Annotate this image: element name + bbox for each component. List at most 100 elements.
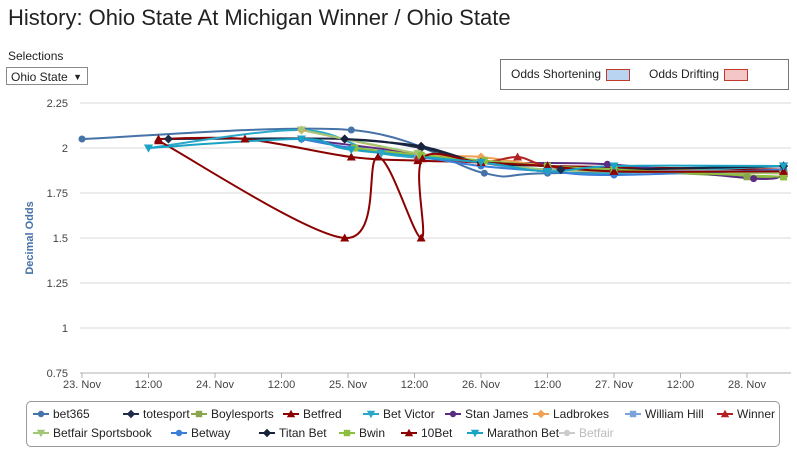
legend-item-bwin[interactable]: Bwin: [339, 426, 385, 440]
legend-label: Betfair Sportsbook: [53, 426, 152, 440]
y-tick-label: 2: [62, 143, 68, 155]
legend-marker-icon: [339, 429, 355, 437]
legend-item-bet365[interactable]: bet365: [33, 407, 90, 421]
data-point-stan-james[interactable]: [603, 160, 611, 168]
x-tick-label: 12:00: [534, 379, 562, 391]
data-point-10bet[interactable]: [416, 233, 426, 242]
legend-label: Winner: [737, 407, 776, 421]
legend-item-10bet[interactable]: 10Bet: [401, 426, 452, 440]
data-point-bet-victor[interactable]: [376, 149, 386, 158]
data-point-10bet[interactable]: [779, 166, 789, 175]
legend-item-bet-victor[interactable]: Bet Victor: [363, 407, 435, 421]
legend-item-betway[interactable]: Betway: [171, 426, 230, 440]
data-point-10bet[interactable]: [153, 136, 163, 145]
odds-shortening-label: Odds Shortening: [511, 67, 602, 81]
odds-drifting-label: Odds Drifting: [649, 67, 720, 81]
data-point-marathon-bet[interactable]: [543, 167, 552, 176]
legend-marker-icon: [191, 410, 207, 418]
legend-item-betfred[interactable]: Betfred: [283, 407, 342, 421]
data-point-10bet[interactable]: [340, 233, 350, 242]
data-point-bet365[interactable]: [480, 169, 488, 177]
legend-label: Bet Victor: [383, 407, 435, 421]
legend-item-betfair-sportsbook[interactable]: Betfair Sportsbook: [33, 426, 152, 440]
legend-item-ladbrokes[interactable]: Ladbrokes: [533, 407, 609, 421]
x-tick-label: 26. Nov: [462, 379, 500, 391]
data-point-winner[interactable]: [513, 152, 523, 161]
legend-item-william-hill[interactable]: William Hill: [625, 407, 704, 421]
legend-label: Betfair: [579, 426, 614, 440]
data-point-marathon-bet[interactable]: [144, 144, 153, 153]
legend-label: Bwin: [359, 426, 386, 440]
legend-marker-icon: [171, 429, 187, 437]
legend-label: totesport: [143, 407, 190, 421]
page-title: History: Ohio State At Michigan Winner /…: [8, 5, 511, 30]
x-tick-label: 12:00: [667, 379, 695, 391]
data-point-totesport[interactable]: [556, 165, 566, 175]
x-tick-label: 28. Nov: [728, 379, 766, 391]
y-tick-label: 0.75: [47, 368, 68, 380]
legend-label: Titan Bet: [279, 426, 327, 440]
data-point-betfred[interactable]: [240, 134, 250, 143]
data-point-stan-james[interactable]: [750, 175, 758, 183]
data-point-marathon-bet[interactable]: [779, 162, 789, 171]
x-tick-label: 12:00: [401, 379, 429, 391]
legend-item-betfair[interactable]: Betfair: [559, 426, 614, 440]
legend-marker-icon: [259, 428, 275, 438]
series-legend: bet365 totesport Boylesports Betfred Bet Vic…: [26, 401, 780, 447]
legend-marker-icon: [467, 429, 483, 438]
odds-drifting-swatch: [724, 69, 749, 81]
data-point-totesport[interactable]: [163, 134, 173, 144]
legend-label: Marathon Bet: [487, 426, 560, 440]
legend-marker-icon: [445, 410, 461, 418]
legend-marker-icon: [33, 429, 49, 438]
legend-marker-icon: [717, 409, 733, 418]
legend-label: Betway: [191, 426, 231, 440]
y-tick-label: 2.25: [47, 98, 68, 110]
selections-value: Ohio State: [11, 70, 68, 84]
data-point-bwin[interactable]: [780, 173, 788, 181]
data-point-10bet[interactable]: [543, 161, 552, 170]
legend-marker-icon: [533, 409, 549, 419]
legend-label: William Hill: [645, 407, 704, 421]
data-point-marathon-bet[interactable]: [609, 162, 619, 171]
data-point-betfair-sportsbook[interactable]: [296, 126, 306, 135]
legend-item-titan-bet[interactable]: Titan Bet: [259, 426, 327, 440]
odds-history-chart: Decimal Odds 0.75 1 1.25 1.5 1.75 2 2.25 23. No…: [24, 98, 791, 391]
dropdown-arrow-icon: ▼: [73, 72, 82, 82]
legend-item-totesport[interactable]: totesport: [123, 407, 190, 421]
x-tick-label: 23. Nov: [63, 379, 101, 391]
data-point-betfred[interactable]: [346, 152, 356, 161]
y-axis-label: Decimal Odds: [24, 201, 36, 274]
legend-label: Stan James: [465, 407, 529, 421]
legend-label: bet365: [53, 407, 90, 421]
data-point-titan-bet[interactable]: [340, 134, 350, 144]
data-point-bet365[interactable]: [347, 126, 355, 134]
selections-dropdown[interactable]: Ohio State ▼: [6, 67, 88, 85]
data-point-marathon-bet[interactable]: [346, 146, 356, 155]
data-point-10bet[interactable]: [417, 154, 427, 163]
data-point-10bet[interactable]: [609, 166, 619, 175]
data-point-titan-bet[interactable]: [416, 141, 426, 151]
data-point-marathon-bet[interactable]: [296, 135, 306, 144]
legend-item-stan-james[interactable]: Stan James: [445, 407, 528, 421]
x-tick-label: 12:00: [135, 379, 163, 391]
legend-marker-icon: [401, 428, 417, 437]
legend-marker-icon: [33, 410, 49, 418]
y-tick-label: 1.25: [47, 278, 68, 290]
data-point-10bet[interactable]: [373, 152, 383, 161]
legend-marker-icon: [625, 410, 641, 418]
odds-legend: Odds Shortening Odds Drifting: [500, 59, 789, 90]
data-point-boylesports[interactable]: [743, 173, 751, 181]
y-tick-label: 1: [62, 323, 68, 335]
legend-marker-icon: [123, 409, 139, 419]
legend-item-marathon-bet[interactable]: Marathon Bet: [467, 426, 559, 440]
legend-item-boylesports[interactable]: Boylesports: [191, 407, 274, 421]
legend-marker-icon: [559, 429, 575, 437]
legend-marker-icon: [283, 409, 299, 418]
legend-item-winner[interactable]: Winner: [717, 407, 775, 421]
selections-label: Selections: [8, 49, 64, 63]
odds-shortening-swatch: [606, 69, 631, 81]
data-point-bet365[interactable]: [78, 135, 86, 143]
data-point-marathon-bet[interactable]: [476, 158, 486, 167]
legend-label: 10Bet: [421, 426, 453, 440]
